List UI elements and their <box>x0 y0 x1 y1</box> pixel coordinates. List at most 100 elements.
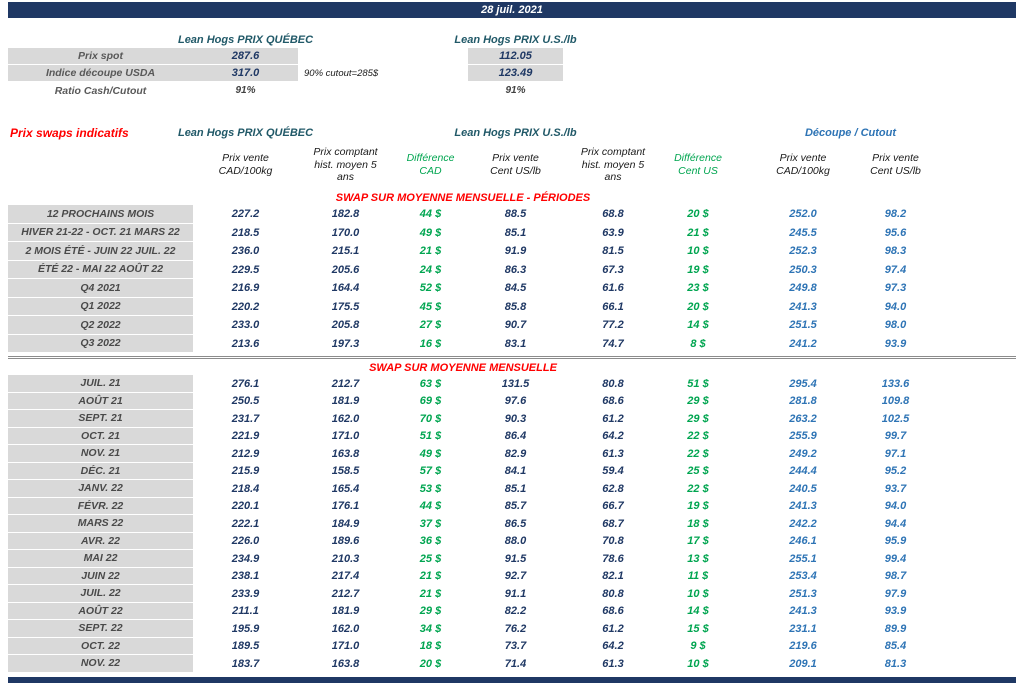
cell-cutout-cad: 252.3 <box>789 245 817 258</box>
cell-us-diff: 18 $ <box>687 517 709 530</box>
cell-us-hist: 61.2 <box>602 412 624 425</box>
row-label: JANV. 22 <box>8 480 193 498</box>
cell-us-diff: 22 $ <box>687 447 709 460</box>
row-label: Q2 2022 <box>8 316 193 335</box>
cell-cutout-us: 95.2 <box>884 465 907 478</box>
cell-cutout-us: 89.9 <box>884 622 907 635</box>
cell-qc-diff: 29 $ <box>419 605 442 618</box>
col-header-cutout-cad: Prix vente CAD/100kg <box>776 152 830 177</box>
spacer <box>733 335 758 354</box>
cell-us-hist: 80.8 <box>602 377 624 390</box>
cell-us-diff: 29 $ <box>687 412 709 425</box>
cell-us-hist: 80.8 <box>602 587 624 600</box>
spacer <box>733 242 758 261</box>
cell-qc-hist: 162.0 <box>331 412 360 425</box>
spot-qc-value: 317.0 <box>193 65 298 82</box>
cell-us-vente: 86.5 <box>504 517 527 530</box>
table-row: AOÛT 22 211.1 181.9 29 $ 82.2 68.6 14 $ 241.3 93… <box>8 602 1016 621</box>
col-header-qc-vente: Prix vente CAD/100kg <box>218 152 273 177</box>
cell-us-diff: 22 $ <box>687 482 709 495</box>
row-label: AOÛT 21 <box>8 392 193 410</box>
cell-qc-hist: 162.0 <box>331 622 360 635</box>
cell-qc-diff: 21 $ <box>419 570 442 583</box>
spot-row-prix-spot: Prix spot 287.6 112.05 <box>8 48 1016 65</box>
cell-cutout-cad: 249.8 <box>789 282 817 295</box>
cell-us-diff: 10 $ <box>687 245 709 258</box>
cell-qc-diff: 45 $ <box>419 300 442 313</box>
spacer <box>733 279 758 298</box>
cell-cutout-cad: 251.3 <box>789 587 817 600</box>
cell-us-hist: 66.1 <box>602 300 624 313</box>
cell-qc-hist: 171.0 <box>331 430 360 443</box>
spacer <box>733 141 758 189</box>
table-row: NOV. 22 183.7 163.8 20 $ 71.4 61.3 10 $ 209.1 81… <box>8 655 1016 673</box>
cell-qc-vente: 220.1 <box>231 500 260 513</box>
cutout-group-title: Découpe / Cutout <box>804 127 897 139</box>
row-label: 2 MOIS ÉTÉ - JUIN 22 JUIL. 22 <box>8 242 193 261</box>
cell-qc-vente: 213.6 <box>231 337 260 350</box>
row-label: Ratio Cash/Cutout <box>54 84 147 97</box>
cell-us-vente: 86.3 <box>504 263 527 276</box>
cell-qc-vente: 218.4 <box>231 482 260 495</box>
cell-us-diff: 23 $ <box>687 282 709 295</box>
cell-cutout-us: 109.8 <box>881 395 910 408</box>
row-label: MARS 22 <box>8 515 193 533</box>
cell-us-diff: 22 $ <box>687 430 709 443</box>
spacer <box>733 603 758 621</box>
cell-qc-diff: 37 $ <box>419 517 442 530</box>
swaps-column-header-row: Prix vente CAD/100kg Prix comptant hist.… <box>8 141 1016 189</box>
cell-qc-hist: 212.7 <box>331 377 360 390</box>
cell-cutout-cad: 255.9 <box>789 430 817 443</box>
cell-cutout-cad: 250.3 <box>789 263 817 276</box>
cell-us-vente: 84.1 <box>504 465 527 478</box>
cell-qc-diff: 44 $ <box>419 500 442 513</box>
cell-cutout-us: 93.7 <box>884 482 907 495</box>
cell-qc-vente: 211.1 <box>232 605 259 618</box>
cell-us-vente: 71.4 <box>504 657 527 670</box>
report-date: 28 juil. 2021 <box>481 4 543 16</box>
cell-cutout-cad: 241.3 <box>789 300 817 313</box>
double-separator-line <box>8 356 1016 359</box>
cell-us-hist: 61.2 <box>602 622 624 635</box>
cell-us-vente: 91.5 <box>504 552 527 565</box>
cell-cutout-cad: 263.2 <box>789 412 817 425</box>
table-row: JUIL. 21 276.1 212.7 63 $ 131.5 80.8 51 $ 295.4… <box>8 375 1016 393</box>
cell-cutout-us: 85.4 <box>884 640 907 653</box>
col-header-us-diff: Différence Cent US <box>674 152 722 177</box>
spacer <box>733 224 758 243</box>
cell-cutout-us: 99.7 <box>884 430 907 443</box>
cell-qc-hist: 184.9 <box>331 517 360 530</box>
monthly-title-row: SWAP SUR MOYENNE MENSUELLE <box>8 361 1016 375</box>
cell-us-diff: 19 $ <box>687 500 709 513</box>
cell-cutout-us: 99.4 <box>884 552 907 565</box>
cell-cutout-us: 94.0 <box>884 300 907 313</box>
cell-cutout-us: 93.9 <box>884 337 907 350</box>
cell-us-hist: 70.8 <box>602 535 624 548</box>
table-row: MAI 22 234.9 210.3 25 $ 91.5 78.6 13 $ 255.1 99.… <box>8 550 1016 568</box>
cell-us-hist: 64.2 <box>602 430 624 443</box>
cell-qc-diff: 53 $ <box>419 482 442 495</box>
col-header-us-hist: Prix comptant hist. moyen 5 ans <box>580 145 646 184</box>
table-row: NOV. 21 212.9 163.8 49 $ 82.9 61.3 22 $ 249.2 97… <box>8 445 1016 463</box>
table-row: FÉVR. 22 220.1 176.1 44 $ 85.7 66.7 19 $ 241.3 9… <box>8 497 1016 515</box>
spacer <box>733 568 758 586</box>
table-row: MARS 22 222.1 184.9 37 $ 86.5 68.7 18 $ 242.2 94… <box>8 515 1016 533</box>
footer-bar <box>8 677 1016 683</box>
spot-us-title: Lean Hogs PRIX U.S./lb <box>454 34 577 46</box>
spot-us-value: 112.05 <box>468 48 563 65</box>
cell-cutout-cad: 255.1 <box>789 552 817 565</box>
cell-cutout-us: 95.6 <box>884 226 907 239</box>
table-row: JUIN 22 238.1 217.4 21 $ 92.7 82.1 11 $ 253.4 98… <box>8 567 1016 586</box>
cell-us-vente: 85.7 <box>504 500 527 513</box>
cell-cutout-us: 93.9 <box>884 605 907 618</box>
cell-qc-diff: 70 $ <box>419 412 442 425</box>
cell-qc-hist: 163.8 <box>331 447 360 460</box>
cell-qc-diff: 63 $ <box>419 377 442 390</box>
swaps-section-title: Prix swaps indicatifs <box>10 126 129 140</box>
cell-us-vente: 131.5 <box>501 377 530 390</box>
table-row: JANV. 22 218.4 165.4 53 $ 85.1 62.8 22 $ 240.5 9… <box>8 480 1016 498</box>
cell-us-diff: 10 $ <box>687 657 709 670</box>
table-row: Q2 2022 233.0 205.8 27 $ 90.7 77.2 14 $ 251.5 98… <box>8 316 1016 335</box>
cell-qc-diff: 24 $ <box>419 263 442 276</box>
cell-qc-vente: 227.2 <box>231 208 260 221</box>
